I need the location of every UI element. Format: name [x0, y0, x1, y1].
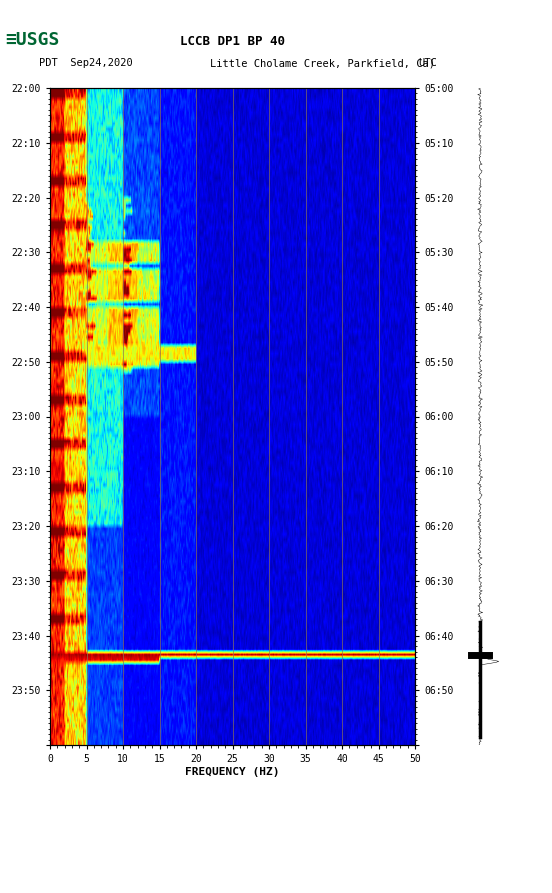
Text: LCCB DP1 BP 40: LCCB DP1 BP 40	[180, 35, 285, 48]
X-axis label: FREQUENCY (HZ): FREQUENCY (HZ)	[185, 767, 280, 777]
Text: Little Cholame Creek, Parkfield, Ca): Little Cholame Creek, Parkfield, Ca)	[210, 58, 436, 69]
Text: UTC: UTC	[418, 58, 437, 69]
Text: ≡USGS: ≡USGS	[6, 31, 60, 49]
Text: PDT  Sep24,2020: PDT Sep24,2020	[39, 58, 132, 69]
